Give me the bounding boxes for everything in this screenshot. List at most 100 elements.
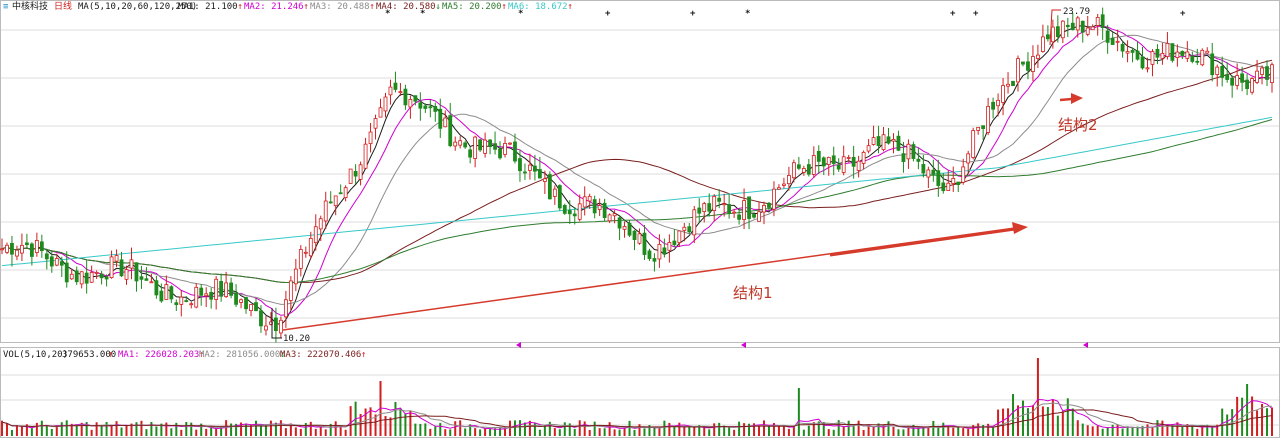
volume-bar — [1176, 422, 1179, 436]
candle-body — [219, 280, 224, 297]
volume-bar — [185, 422, 188, 436]
candle-body — [408, 99, 413, 108]
candle-body — [931, 169, 936, 175]
candle-body — [1160, 52, 1165, 59]
volume-bar — [245, 423, 248, 436]
volume-bar — [862, 429, 865, 436]
volume-bar — [70, 423, 73, 436]
candle-body — [373, 118, 378, 129]
candle-body — [861, 151, 866, 164]
candle-body — [1045, 34, 1050, 40]
volume-bar — [1121, 428, 1124, 436]
ma-line-5 — [1, 23, 1273, 326]
candle-body — [941, 182, 946, 192]
candle-body — [498, 148, 502, 159]
volume-bar — [1021, 400, 1024, 436]
volume-bar — [812, 422, 815, 436]
candle-body — [1055, 26, 1060, 37]
candle-body — [244, 297, 248, 310]
volume-bar — [638, 424, 641, 436]
volume-bar — [1221, 408, 1224, 436]
volume-bar — [115, 421, 118, 436]
candle-body — [1130, 50, 1135, 53]
volume-value: 379653.000 — [62, 350, 116, 360]
candle-body — [742, 200, 746, 220]
candle-body — [717, 197, 722, 202]
volume-bar — [548, 421, 551, 436]
volume-bar — [658, 428, 661, 436]
candle-body — [637, 233, 642, 244]
candle-body — [1016, 58, 1020, 83]
candle-body — [767, 202, 771, 208]
candle-body — [443, 117, 448, 128]
volume-bar — [264, 424, 267, 436]
volume-bar — [130, 423, 133, 436]
candle-body — [607, 214, 612, 222]
candle-body — [1135, 50, 1140, 60]
structure2-label: 结构2 — [1058, 116, 1098, 134]
candle-body — [542, 178, 547, 182]
volume-bar — [802, 429, 805, 436]
candle-body — [1095, 17, 1100, 26]
volume-bar — [1256, 410, 1259, 436]
volume-bar — [653, 427, 656, 436]
candle-body — [612, 213, 617, 217]
candle-body — [537, 169, 542, 179]
volume-bar — [743, 423, 746, 436]
volume-bar — [1076, 420, 1079, 436]
volume-bar — [344, 429, 347, 436]
candle-body — [1270, 64, 1274, 83]
candle-body — [313, 226, 318, 244]
candle-body — [692, 209, 697, 236]
volume-bar — [1181, 426, 1184, 436]
volume-bar — [1066, 398, 1069, 436]
candle-body — [632, 230, 637, 240]
candle-body — [29, 243, 34, 257]
candle-body — [1250, 78, 1254, 93]
candle-body — [398, 91, 403, 94]
candle-body — [194, 286, 199, 308]
candle-body — [109, 256, 114, 279]
volume-bar — [165, 422, 168, 436]
ma-readout-dir: ↑ — [369, 2, 374, 12]
volume-bar — [269, 420, 272, 436]
candle-body — [308, 238, 313, 257]
candle-body — [513, 141, 517, 162]
ma-readout-1: MA1: 21.100 — [178, 2, 238, 12]
candle-body — [279, 319, 283, 334]
volume-bar — [623, 427, 626, 436]
candle-body — [557, 185, 562, 209]
volume-bar — [1206, 424, 1209, 436]
volume-bar — [882, 424, 885, 436]
volume-bar — [698, 425, 701, 436]
candle-body — [787, 175, 791, 185]
candle-body — [124, 269, 129, 280]
ma-readout-3: MA3: 20.488 — [310, 2, 370, 12]
volume-bar — [1061, 411, 1064, 436]
volume-bar — [1266, 408, 1269, 436]
volume-bar — [339, 425, 342, 436]
structure1-arrow-thick — [829, 227, 1016, 257]
volume-bar — [1126, 426, 1129, 436]
volume-bar — [872, 426, 875, 436]
candle-body — [119, 259, 124, 277]
volume-bar — [797, 388, 800, 436]
volume-bar — [484, 427, 487, 436]
candle-body — [159, 290, 164, 302]
volume-bar — [992, 427, 995, 436]
candle-body — [44, 253, 49, 260]
candle-body — [966, 153, 971, 164]
ma-readout-dir: ↑ — [501, 2, 506, 12]
volume-bar — [947, 425, 950, 436]
volume-bar — [897, 429, 900, 436]
candle-body — [901, 153, 906, 162]
ma-readouts: MA1: 21.100 ↑ MA2: 21.246 ↑ MA3: 20.488 ↑ MA4:… — [178, 2, 573, 12]
volume-bar — [1081, 423, 1084, 436]
volume-bar — [449, 429, 452, 436]
volume-bar — [190, 422, 193, 436]
vol-ma-readout-3: MA3: 222070.406 — [280, 350, 361, 360]
candle-body — [1195, 60, 1200, 63]
candle-body — [458, 140, 463, 146]
candle-body — [866, 145, 871, 152]
